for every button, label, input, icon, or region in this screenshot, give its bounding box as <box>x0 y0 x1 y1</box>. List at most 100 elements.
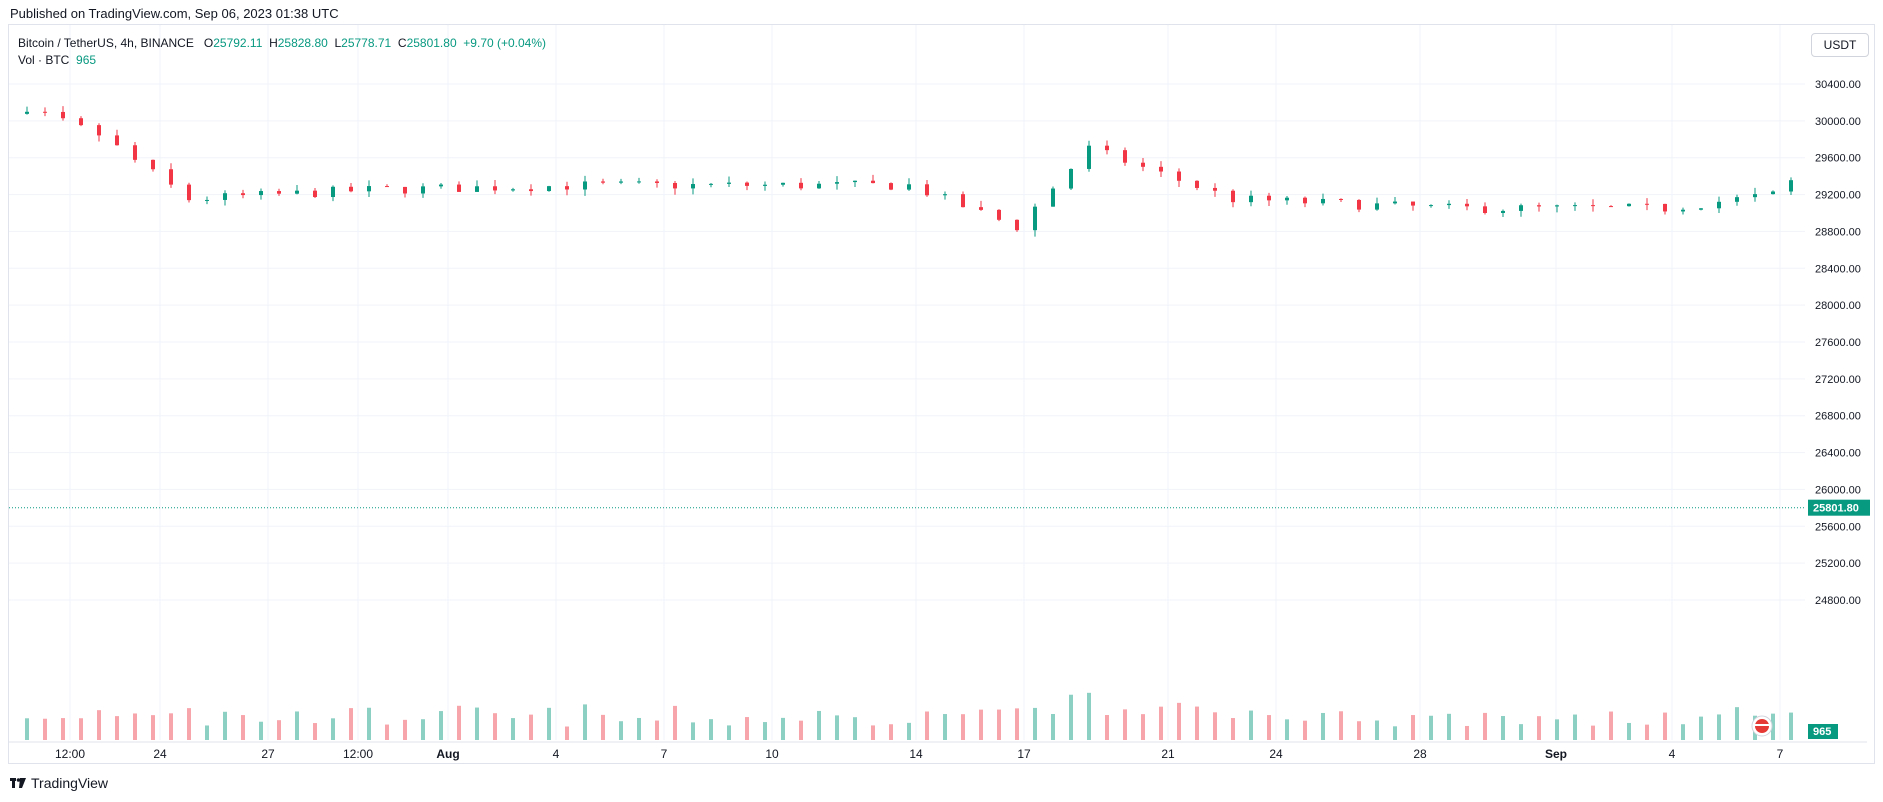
candle-body <box>1357 199 1361 210</box>
footer-brand[interactable]: TradingView <box>10 775 108 791</box>
economic-event-stripe <box>1755 724 1769 726</box>
candle-body <box>1051 188 1055 207</box>
volume-bar <box>1429 715 1433 740</box>
candle-body <box>1303 197 1307 204</box>
volume-bar <box>1627 722 1631 740</box>
close-value: 25801.80 <box>406 36 457 50</box>
volume-bar <box>1735 707 1739 740</box>
candle-body <box>1753 194 1757 198</box>
candle-body <box>1645 203 1649 205</box>
candle-body <box>997 209 1001 220</box>
candle-body <box>43 111 47 113</box>
candle-body <box>457 184 461 192</box>
candle-body <box>673 182 677 189</box>
volume-bar <box>619 721 623 740</box>
candle-body <box>151 159 155 170</box>
chart-legend: Bitcoin / TetherUS, 4h, BINANCE O25792.1… <box>18 35 546 69</box>
time-tick-label: 4 <box>553 747 560 761</box>
candle-body <box>1555 205 1559 207</box>
volume-bar <box>925 711 929 740</box>
time-tick-label: 24 <box>153 747 167 761</box>
volume-bar <box>1519 724 1523 740</box>
volume-bar <box>241 715 245 740</box>
time-tick-label: Sep <box>1545 747 1567 761</box>
candle-body <box>1735 197 1739 202</box>
volume-bar <box>1051 714 1055 740</box>
low-key: L <box>334 36 342 50</box>
candle-body <box>349 186 353 192</box>
volume-bar <box>907 722 911 740</box>
candle-body <box>1519 205 1523 211</box>
last-price-badge <box>1808 499 1870 516</box>
candle-body <box>1591 205 1595 207</box>
volume-bar <box>493 713 497 740</box>
candle-body <box>1213 187 1217 191</box>
candle-body <box>259 191 263 196</box>
volume-bar <box>421 719 425 740</box>
price-tick-label: 28800.00 <box>1815 226 1861 238</box>
time-tick-label: Aug <box>436 747 459 761</box>
price-tick-label: 25600.00 <box>1815 521 1861 533</box>
candle-body <box>745 182 749 186</box>
volume-bar <box>1447 713 1451 740</box>
price-tick-label: 29200.00 <box>1815 190 1861 202</box>
volume-bar <box>1717 714 1721 740</box>
candle-body <box>421 186 425 194</box>
candle-body <box>331 186 335 198</box>
time-tick-label: 12:00 <box>343 747 373 761</box>
volume-bar <box>295 711 299 740</box>
price-tick-label: 29600.00 <box>1815 153 1861 165</box>
candle-body <box>1069 168 1073 189</box>
candle-body <box>79 118 83 126</box>
volume-bar <box>1393 726 1397 740</box>
volume-bar <box>817 710 821 740</box>
candle-body <box>1501 210 1505 214</box>
candle-body <box>61 111 65 119</box>
candle-body <box>961 194 965 208</box>
candle-body <box>889 183 893 190</box>
candle-body <box>1087 145 1091 169</box>
candle-body <box>1609 206 1613 208</box>
volume-bar <box>115 716 119 740</box>
candle-body <box>1015 219 1019 231</box>
time-tick-label: 24 <box>1269 747 1283 761</box>
volume-value: 965 <box>76 53 97 67</box>
change-value: +9.70 (+0.04%) <box>463 36 547 50</box>
open-key: O <box>203 36 214 50</box>
volume-bar <box>871 725 875 740</box>
candle-body <box>1681 209 1685 212</box>
candle-body <box>1267 195 1271 201</box>
volume-bar <box>511 718 515 740</box>
candle-body <box>295 190 299 194</box>
candle-body <box>1159 166 1163 172</box>
candle-body <box>691 184 695 189</box>
volume-bar <box>1609 711 1613 740</box>
volume-bar <box>205 725 209 740</box>
candle-body <box>709 183 713 185</box>
volume-bar <box>583 704 587 740</box>
volume-bar <box>169 713 173 740</box>
volume-bar <box>961 714 965 740</box>
volume-bar <box>1285 719 1289 740</box>
candle-body <box>1375 203 1379 210</box>
volume-bar <box>1375 720 1379 740</box>
currency-button[interactable]: USDT <box>1811 33 1869 57</box>
candle-body <box>727 182 731 184</box>
candle-body <box>1537 205 1541 207</box>
candle-body <box>1231 190 1235 203</box>
candle-body <box>1249 195 1253 203</box>
volume-bar <box>1321 712 1325 740</box>
candle-body <box>799 182 803 189</box>
time-tick-label: 14 <box>909 747 923 761</box>
candle-body <box>223 193 227 200</box>
volume-bar <box>1645 724 1649 740</box>
candle-body <box>241 193 245 196</box>
brand-name: TradingView <box>31 775 109 791</box>
volume-bar <box>979 709 983 740</box>
candle-body <box>907 184 911 190</box>
price-tick-label: 27200.00 <box>1815 374 1861 386</box>
candle-body <box>511 189 515 191</box>
price-tick-label: 28000.00 <box>1815 300 1861 312</box>
volume-bar <box>1267 715 1271 740</box>
